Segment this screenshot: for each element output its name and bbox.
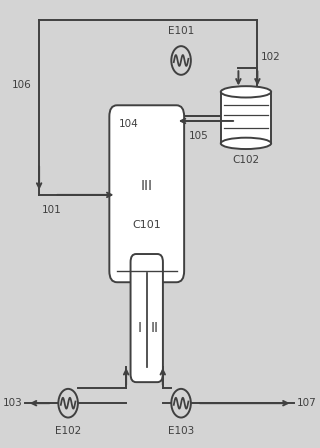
Text: E101: E101 [168, 26, 194, 36]
Text: II: II [150, 321, 158, 335]
Ellipse shape [221, 138, 271, 149]
Text: 104: 104 [118, 119, 138, 129]
FancyBboxPatch shape [109, 105, 184, 282]
Text: C101: C101 [132, 220, 161, 230]
Text: I: I [137, 321, 141, 335]
Text: 107: 107 [297, 398, 317, 408]
FancyBboxPatch shape [221, 92, 271, 143]
Text: 103: 103 [3, 398, 22, 408]
Text: 105: 105 [189, 131, 209, 141]
Text: E103: E103 [168, 426, 194, 435]
Ellipse shape [221, 86, 271, 98]
Text: 102: 102 [260, 52, 280, 61]
Text: 101: 101 [42, 205, 62, 215]
Text: E102: E102 [55, 426, 81, 435]
Text: C102: C102 [232, 155, 260, 164]
Text: 106: 106 [12, 80, 31, 90]
FancyBboxPatch shape [131, 254, 163, 382]
Text: III: III [141, 179, 153, 193]
